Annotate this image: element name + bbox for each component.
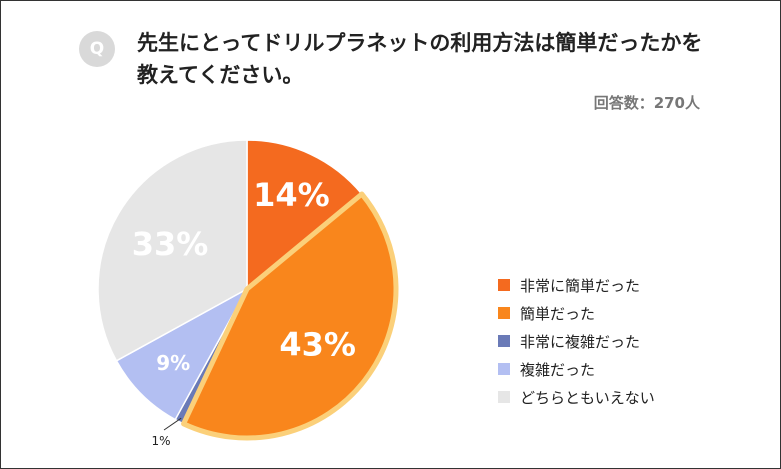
legend-label-complex: 複雑だった [520, 360, 596, 379]
legend-swatch-very-easy [498, 279, 510, 291]
question-title-line-2: 教えてください。 [137, 63, 304, 87]
respondent-count: 回答数：270人 [593, 94, 700, 112]
question-title: 先生にとってドリルプラネットの利用方法は簡単だったかを 教えてください。 [137, 27, 737, 91]
legend-label-very-easy: 非常に簡単だった [520, 276, 641, 295]
pie-slice-easy [181, 191, 399, 441]
legend-label-very-complex: 非常に複雑だった [520, 332, 641, 351]
legend-label-easy: 簡単だった [520, 304, 596, 323]
legend-label-neutral: どちらともいえない [520, 388, 655, 407]
data-label-very-complex: 1% [151, 434, 170, 448]
legend-item-easy: 簡単だった [498, 299, 655, 327]
legend-swatch-very-complex [498, 335, 510, 347]
legend-swatch-complex [498, 363, 510, 375]
legend-item-complex: 複雑だった [498, 355, 655, 383]
data-label-complex: 9% [156, 351, 190, 375]
data-label-very-easy: 14% [253, 176, 330, 214]
data-label-neutral: 33% [132, 225, 209, 263]
legend-item-very-easy: 非常に簡単だった [498, 271, 655, 299]
question-badge: Q [79, 31, 115, 67]
legend-item-neutral: どちらともいえない [498, 383, 655, 411]
legend-swatch-neutral [498, 391, 510, 403]
leader-line-very-complex [163, 417, 182, 431]
legend-item-very-complex: 非常に複雑だった [498, 327, 655, 355]
chart-legend: 非常に簡単だった 簡単だった非常に複雑だった 複雑だったどちらともいえない [498, 271, 655, 411]
pie-slice-complex [115, 288, 248, 421]
legend-swatch-easy [498, 307, 510, 319]
pie-slice-neutral [97, 139, 248, 362]
pie-slice-very-easy [246, 139, 363, 290]
question-title-line-1: 先生にとってドリルプラネットの利用方法は簡単だったかを [137, 31, 703, 55]
data-label-easy: 43% [279, 325, 356, 363]
